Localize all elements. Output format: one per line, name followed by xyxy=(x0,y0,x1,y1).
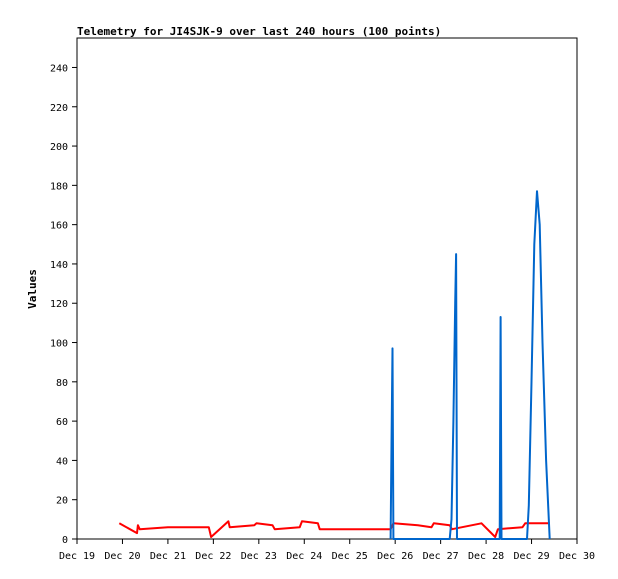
y-tick-label: 140 xyxy=(50,260,68,271)
x-tick-label: Dec 29 xyxy=(513,551,549,562)
x-tick-label: Dec 25 xyxy=(332,551,368,562)
plot-frame xyxy=(76,37,578,540)
y-axis: 0 20 40 60 80 100 120 140 160 180 200 220 240 xyxy=(50,63,77,546)
x-tick-label: Dec 22 xyxy=(195,551,231,562)
x-tick-label: Dec 21 xyxy=(150,551,186,562)
y-tick-label: 80 xyxy=(56,378,68,389)
x-tick-label: Dec 26 xyxy=(377,551,413,562)
x-tick-label: Dec 30 xyxy=(559,551,595,562)
chart-title: Telemetry for JI4SJK-9 over last 240 hou… xyxy=(77,25,441,38)
series-line-1 xyxy=(118,520,550,538)
x-tick-label: Dec 23 xyxy=(241,551,277,562)
y-tick-label: 60 xyxy=(56,417,68,428)
y-tick-label: 20 xyxy=(56,496,68,507)
series-line-2 xyxy=(389,190,551,540)
x-axis: Dec 19 Dec 20 Dec 21 Dec 22 Dec 23 Dec 24 Dec … xyxy=(59,539,595,562)
x-tick-label: Dec 28 xyxy=(468,551,504,562)
y-tick-label: 120 xyxy=(50,299,68,310)
y-axis-label: Values xyxy=(26,269,39,309)
x-tick-label: Dec 24 xyxy=(286,551,322,562)
series-lines xyxy=(118,190,551,540)
y-tick-label: 100 xyxy=(50,339,68,350)
x-tick-label: Dec 19 xyxy=(59,551,95,562)
x-tick-label: Dec 27 xyxy=(423,551,459,562)
y-tick-label: 0 xyxy=(62,535,68,546)
y-tick-label: 40 xyxy=(56,456,68,467)
y-tick-label: 180 xyxy=(50,181,68,192)
y-tick-label: 220 xyxy=(50,103,68,114)
y-tick-label: 160 xyxy=(50,221,68,232)
y-tick-label: 200 xyxy=(50,142,68,153)
y-tick-label: 240 xyxy=(50,63,68,74)
x-tick-label: Dec 20 xyxy=(104,551,140,562)
